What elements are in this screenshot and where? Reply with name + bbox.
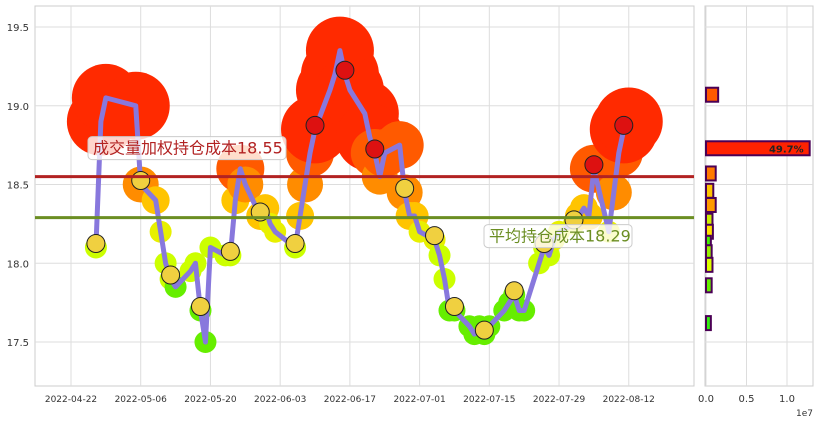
fruit-marker bbox=[425, 226, 445, 246]
fruit-marker bbox=[335, 60, 355, 80]
fruit-marker bbox=[474, 320, 494, 340]
fruit-marker bbox=[161, 265, 181, 285]
avg-label: 平均持仓成本18.29 bbox=[489, 227, 631, 246]
fruit-marker bbox=[614, 115, 634, 135]
vwap-label: 成交量加权持仓成本18.55 bbox=[93, 139, 283, 158]
fruit-marker bbox=[584, 155, 604, 175]
fruit-marker bbox=[504, 281, 524, 301]
x-tick-label: 2022-06-17 bbox=[324, 395, 376, 405]
fruit-marker bbox=[190, 297, 210, 316]
fruit-marker bbox=[285, 234, 305, 253]
histogram-bar bbox=[705, 86, 720, 103]
y-tick-label: 18.5 bbox=[7, 181, 29, 192]
hist-x-tick-label: 0.5 bbox=[739, 394, 755, 405]
fruit-marker bbox=[220, 241, 240, 261]
histogram-plot-area bbox=[704, 5, 814, 387]
y-tick-label: 19.0 bbox=[7, 102, 29, 113]
fruit-marker bbox=[131, 171, 151, 190]
x-tick-label: 2022-07-01 bbox=[393, 395, 445, 405]
fruit-marker bbox=[86, 234, 106, 253]
fruit-marker bbox=[395, 178, 415, 198]
x-tick-label: 2022-07-15 bbox=[463, 395, 515, 405]
x-tick-label: 2022-05-06 bbox=[115, 395, 168, 405]
x-tick-label: 2022-08-12 bbox=[603, 395, 655, 405]
histogram-bar bbox=[705, 315, 712, 332]
y-tick-label: 18.0 bbox=[7, 259, 29, 270]
vwap-label-box bbox=[87, 136, 287, 161]
histogram-bar bbox=[705, 182, 715, 199]
fruit-marker bbox=[444, 297, 464, 316]
avg-label-box bbox=[483, 224, 633, 249]
x-tick-label: 2022-04-22 bbox=[45, 395, 97, 405]
fruit-marker bbox=[365, 139, 385, 159]
histogram-bar-label: 49.7% bbox=[769, 144, 804, 155]
histogram-bar bbox=[705, 196, 717, 213]
histogram-bar bbox=[705, 256, 714, 273]
x-tick-label: 2022-05-20 bbox=[184, 395, 237, 405]
y-tick-label: 17.5 bbox=[7, 338, 29, 349]
histogram-bar bbox=[705, 277, 713, 294]
histogram-bar bbox=[705, 165, 717, 182]
x-tick-label: 2022-07-29 bbox=[533, 395, 586, 405]
x-tick-label: 2022-06-03 bbox=[254, 395, 306, 405]
y-tick-label: 19.5 bbox=[7, 23, 29, 34]
hist-x-tick-label: 1.0 bbox=[779, 394, 795, 405]
histogram-bar bbox=[705, 140, 811, 157]
hist-x-tick-label: 0.0 bbox=[698, 394, 714, 405]
fruit-marker bbox=[305, 115, 325, 135]
hist-offset-label: 1e7 bbox=[796, 409, 813, 419]
